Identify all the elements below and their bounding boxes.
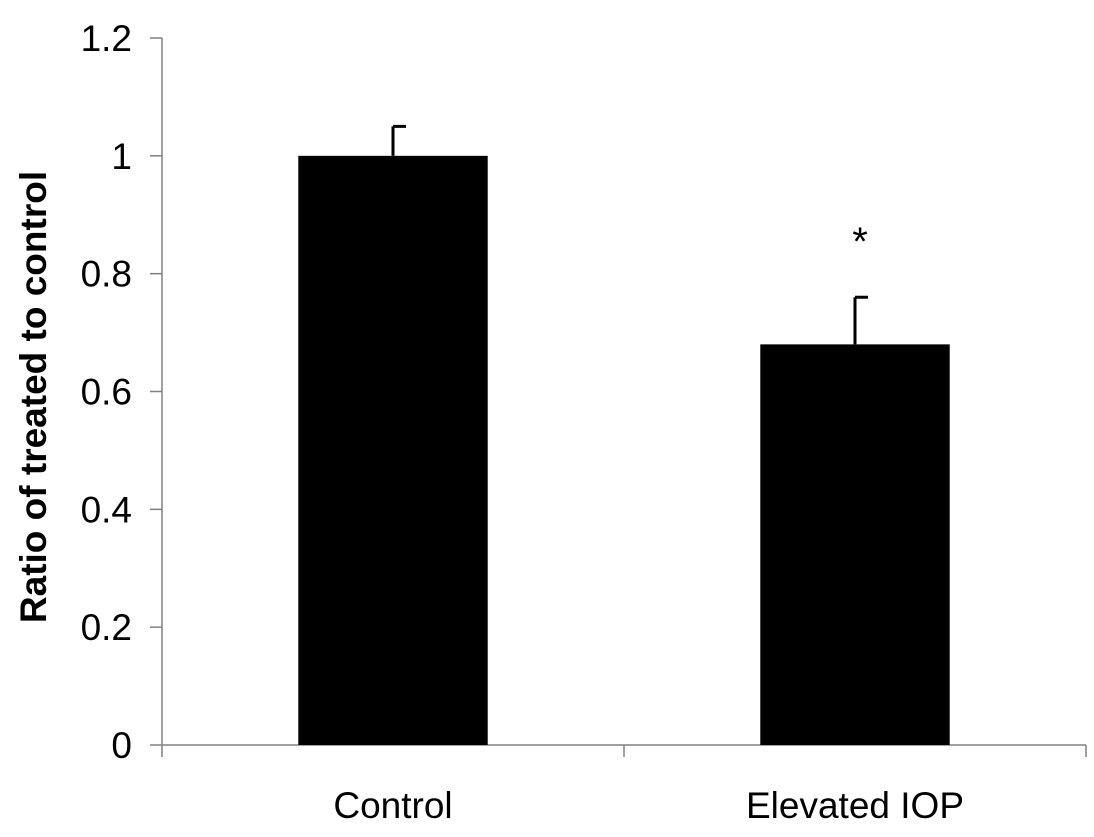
y-tick-label: 0.8 <box>81 254 132 295</box>
y-tick-label: 1.2 <box>81 18 132 59</box>
bars-group <box>298 155 950 746</box>
annotations-group: * <box>852 220 868 264</box>
bar <box>298 155 488 746</box>
y-tick-label: 0.2 <box>81 607 132 648</box>
x-category-label: Control <box>333 785 452 826</box>
bar <box>760 344 950 745</box>
y-tick-label: 1 <box>111 136 132 177</box>
y-axis-title: Ratio of treated to control <box>13 171 54 623</box>
y-tick-label: 0.4 <box>81 489 132 530</box>
y-axis-ticks: 0 0.2 0.4 0.6 0.8 1 1.2 <box>81 18 162 766</box>
x-category-label: Elevated IOP <box>746 785 964 826</box>
error-bars-group <box>391 124 868 345</box>
significance-marker: * <box>852 220 868 264</box>
x-axis-categories: Control Elevated IOP <box>333 785 964 826</box>
y-tick-label: 0.6 <box>81 372 132 413</box>
y-tick-label: 0 <box>111 725 132 766</box>
